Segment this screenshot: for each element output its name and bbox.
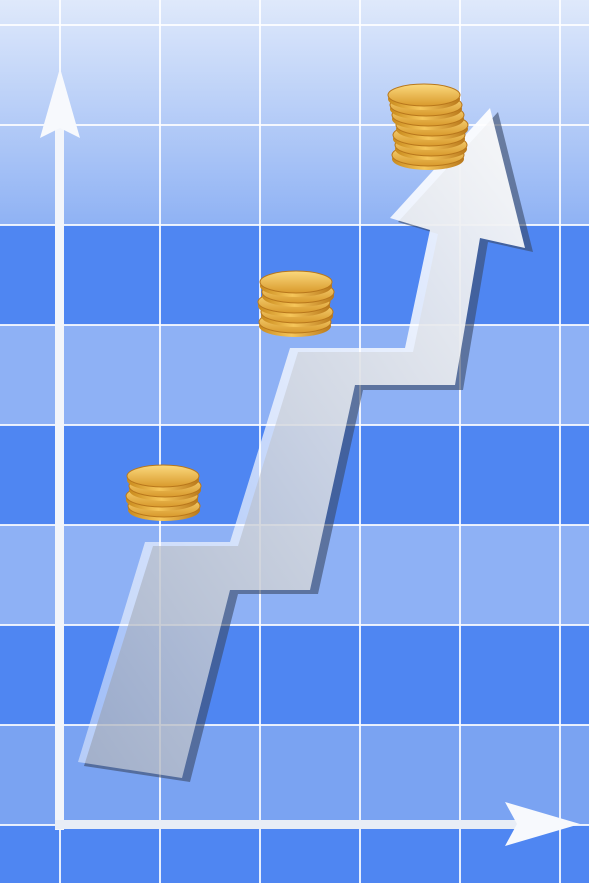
page: (() => { const data = JSON.parse(documen… (0, 0, 589, 883)
coin-stack-medium (258, 271, 334, 337)
illustration (0, 0, 589, 883)
coin-stack-small (126, 465, 201, 521)
coin-stack-large (388, 84, 468, 170)
